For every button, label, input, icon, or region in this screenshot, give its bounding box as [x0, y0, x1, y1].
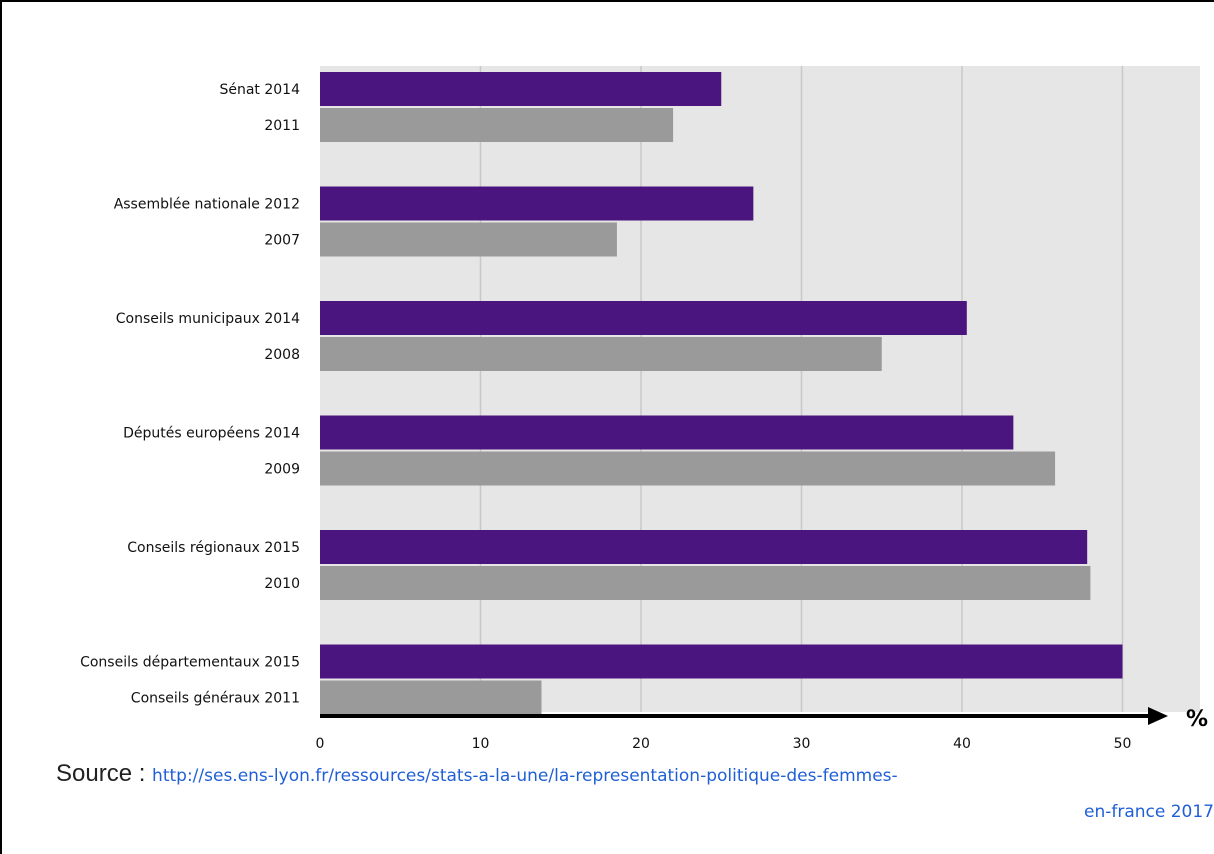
grid-lines — [479, 66, 1124, 712]
category-label-9: 2010 — [264, 576, 300, 592]
category-label-8: Conseils régionaux 2015 — [127, 540, 300, 556]
category-label-5: 2008 — [264, 347, 300, 363]
x-tick-30: 30 — [793, 736, 811, 752]
x-tick-40: 40 — [953, 736, 971, 752]
bars — [320, 72, 1123, 715]
category-label-4: Conseils municipaux 2014 — [116, 311, 300, 327]
bar-3 — [320, 222, 617, 257]
x-tick-20: 20 — [632, 736, 650, 752]
category-label-6: Députés européens 2014 — [123, 426, 300, 442]
bar-8 — [320, 530, 1088, 564]
x-unit-label: % — [1186, 707, 1208, 732]
source-link-line1[interactable]: http://ses.ens-lyon.fr/ressources/stats-… — [152, 766, 898, 786]
x-axis-arrowhead — [1148, 707, 1168, 725]
category-label-2: Assemblée nationale 2012 — [114, 197, 300, 213]
bar-2 — [320, 186, 754, 221]
plot-background — [320, 66, 1200, 712]
category-labels: Sénat 2014 2011 Assemblée nationale 2012 20… — [80, 82, 300, 707]
bar-11 — [320, 680, 542, 715]
source-link-line2[interactable]: en-france 2017 — [1083, 802, 1214, 822]
x-tick-labels: 0 10 20 30 40 50 — [316, 736, 1132, 752]
bar-10 — [320, 644, 1123, 679]
bar-chart: Sénat 2014 2011 Assemblée nationale 2012 20… — [80, 66, 1208, 752]
source-prefix: Source : — [56, 760, 153, 787]
source-line: Source : http://ses.ens-lyon.fr/ressourc… — [56, 760, 898, 788]
bar-4 — [320, 301, 967, 335]
x-tick-50: 50 — [1114, 736, 1132, 752]
category-label-10: Conseils départementaux 2015 — [80, 655, 300, 671]
x-tick-10: 10 — [472, 736, 490, 752]
x-axis — [320, 707, 1168, 725]
category-label-11: Conseils généraux 2011 — [131, 691, 300, 707]
category-label-3: 2007 — [264, 233, 300, 249]
bar-0 — [320, 72, 722, 106]
bar-5 — [320, 337, 882, 371]
x-tick-0: 0 — [316, 736, 325, 752]
category-label-0: Sénat 2014 — [219, 82, 300, 98]
bar-7 — [320, 451, 1056, 486]
bar-1 — [320, 108, 674, 142]
category-label-7: 2009 — [264, 462, 300, 478]
bar-9 — [320, 566, 1091, 600]
category-label-1: 2011 — [264, 118, 300, 134]
bar-6 — [320, 415, 1014, 450]
